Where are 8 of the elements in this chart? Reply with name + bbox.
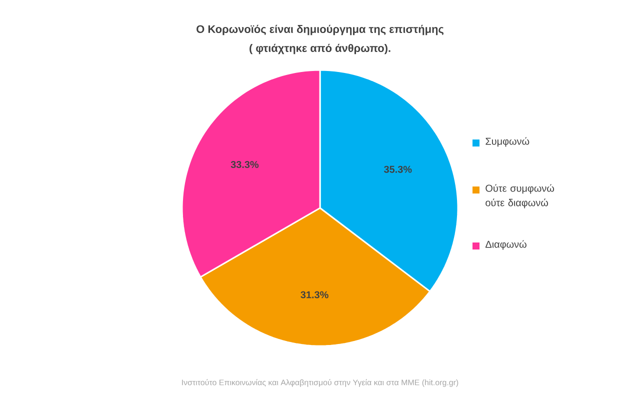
chart-title: Ο Κορωνοϊός είναι δημιούργημα της επιστήμης <box>196 24 444 36</box>
legend-label: Ούτε συμφωνώ ούτε διαφωνώ <box>486 184 554 208</box>
chart-subtitle: ( φτιάχτηκε από άνθρωπο). <box>250 44 390 54</box>
data-label: 31.3% <box>300 291 328 298</box>
legend-label: Διαφωνώ <box>486 240 526 250</box>
data-label: 35.3% <box>384 166 412 173</box>
legend-label: Συμφωνώ <box>486 137 530 147</box>
data-label: 33.3% <box>230 161 259 168</box>
